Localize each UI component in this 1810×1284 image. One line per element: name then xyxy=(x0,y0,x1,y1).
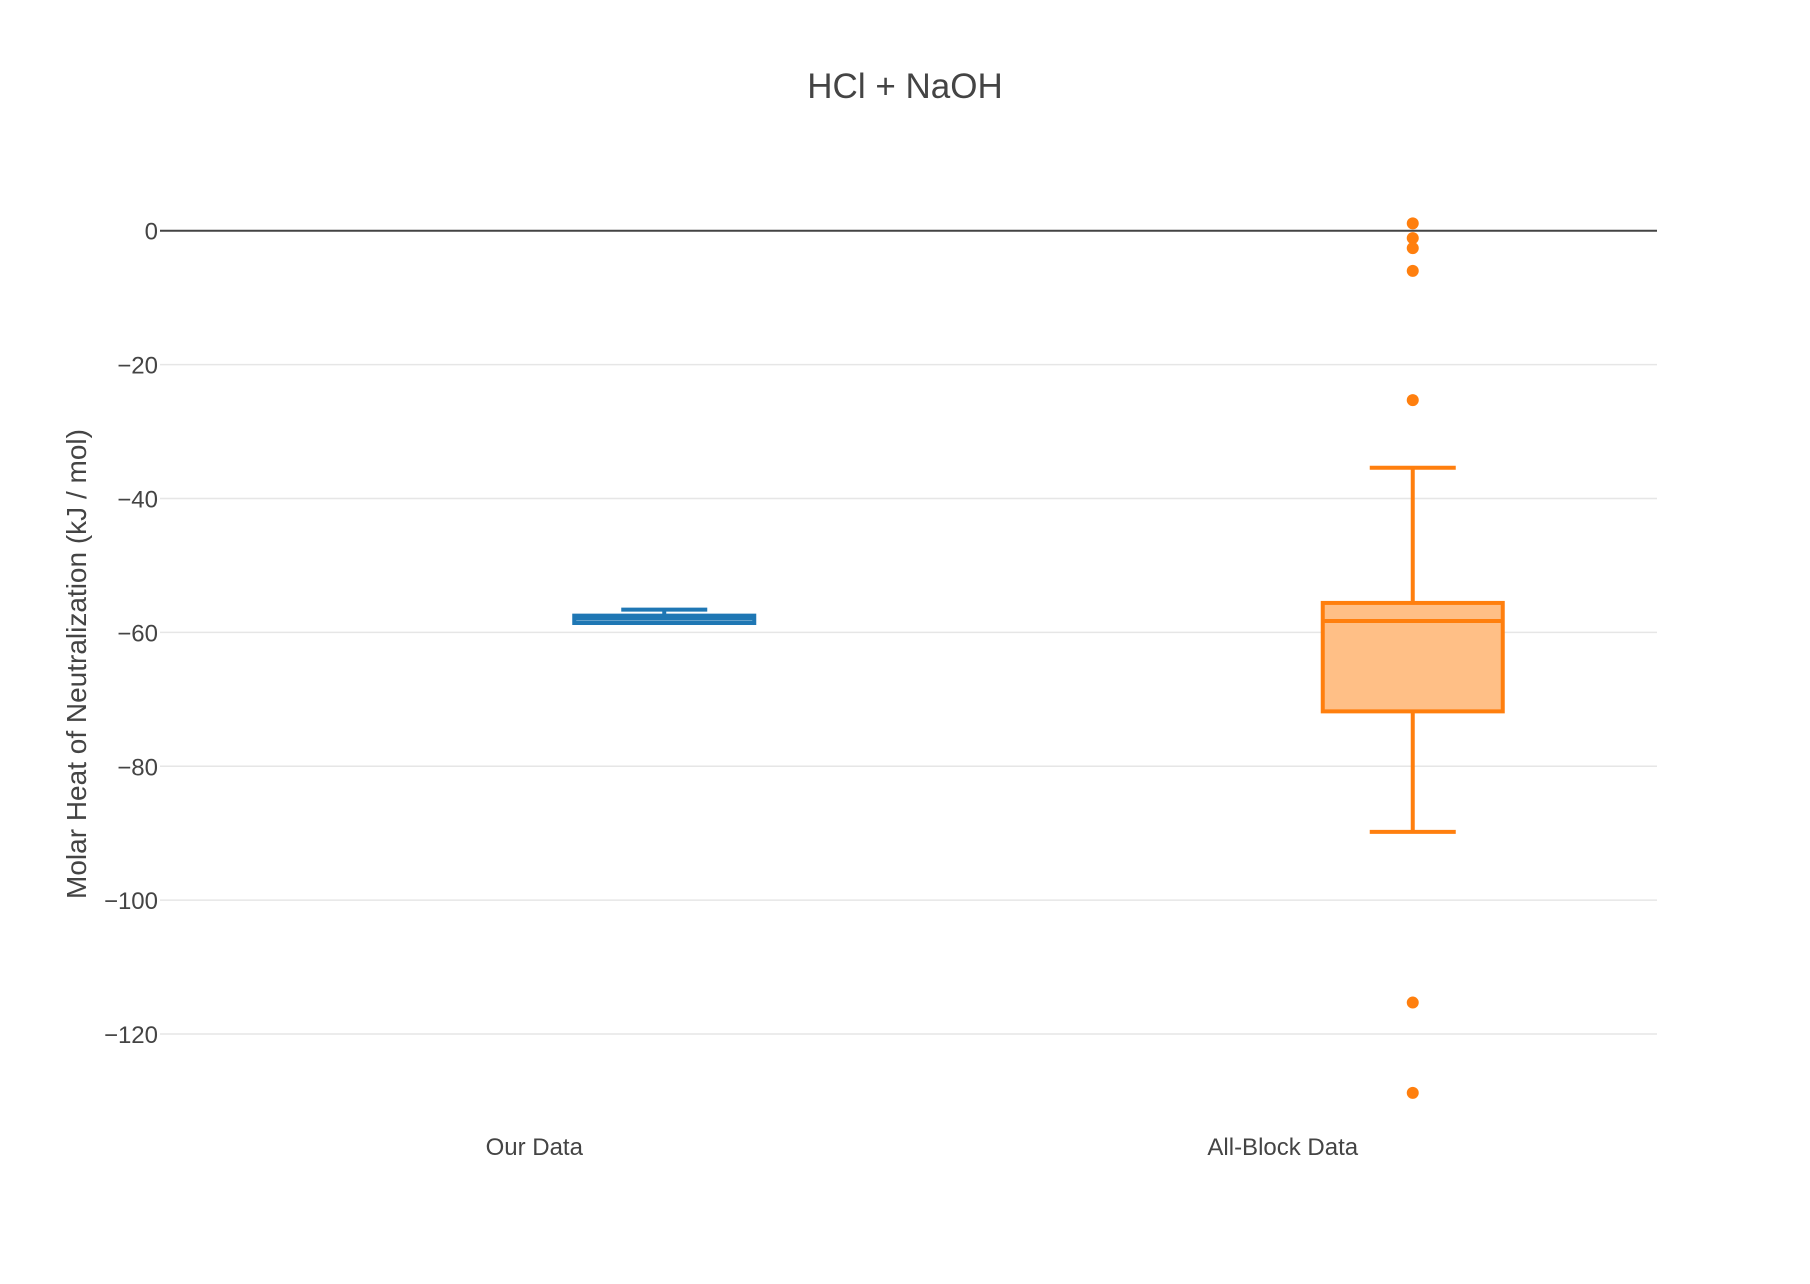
x-tick-label: All-Block Data xyxy=(1207,1134,1358,1161)
y-tick-label: −40 xyxy=(117,486,158,513)
y-tick-label: −20 xyxy=(117,353,158,380)
y-tick-label: −60 xyxy=(117,620,158,647)
x-tick-label: Our Data xyxy=(486,1134,584,1161)
outlier-point xyxy=(1406,394,1419,407)
y-tick-label: −120 xyxy=(104,1022,158,1049)
y-gridlines xyxy=(160,363,1657,1035)
outlier-point xyxy=(1406,232,1419,245)
y-tick-label: −100 xyxy=(104,888,158,915)
outlier-point xyxy=(1406,996,1419,1009)
chart-title: HCl + NaOH xyxy=(807,67,1002,106)
box-trace xyxy=(1320,217,1505,1099)
x-tick-labels: Our Data All-Block Data xyxy=(486,1134,1359,1161)
y-tick-labels: 0 −20 −40 −60 −80 −100 −120 xyxy=(104,219,158,1049)
outlier-point xyxy=(1406,264,1419,277)
y-tick-label: 0 xyxy=(145,219,158,246)
outlier-point xyxy=(1406,242,1419,255)
outlier-point xyxy=(1406,1086,1419,1099)
y-tick-label: −80 xyxy=(117,754,158,781)
outlier-point xyxy=(1406,217,1419,230)
box-trace xyxy=(572,607,757,626)
y-axis-label: Molar Heat of Neutralization (kJ / mol) xyxy=(61,429,92,899)
box-traces xyxy=(572,217,1505,1099)
